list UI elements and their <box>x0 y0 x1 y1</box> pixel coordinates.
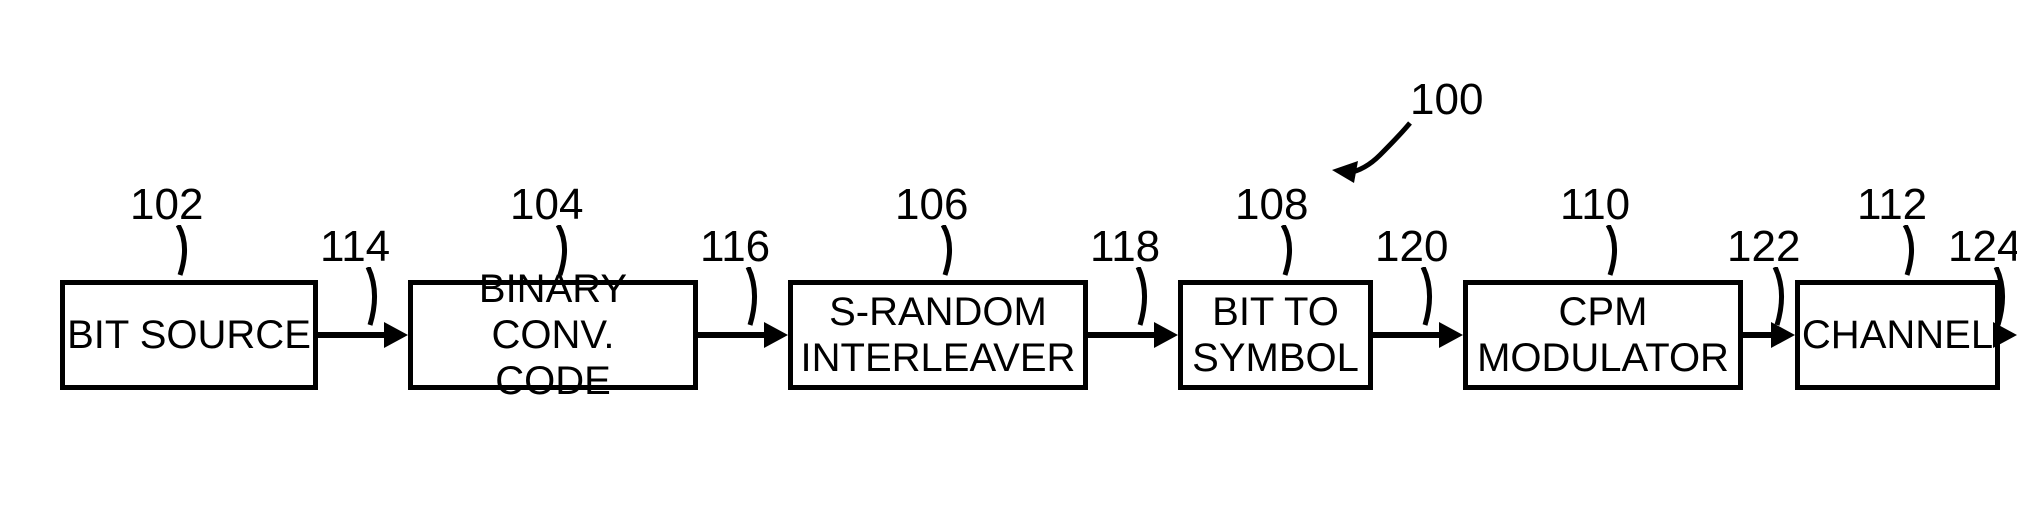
arrow-118 <box>1088 332 1154 338</box>
overall-ref-label: 100 <box>1410 75 1483 125</box>
ref-114: 114 <box>320 222 390 272</box>
block-label: S-RANDOM INTERLEAVER <box>801 289 1076 381</box>
ref-116: 116 <box>700 222 770 272</box>
block-label: CHANNEL <box>1802 312 1993 358</box>
ref-curve-118 <box>1120 267 1160 330</box>
arrow-120 <box>1373 332 1439 338</box>
overall-ref-pointer <box>1330 115 1420 185</box>
block-label: BINARY CONV. CODE <box>413 266 693 404</box>
ref-curve-106 <box>925 225 965 280</box>
ref-124: 124 <box>1948 222 2017 272</box>
ref-curve-102 <box>160 225 200 280</box>
ref-112: 112 <box>1857 180 1927 230</box>
ref-curve-124 <box>1978 267 2017 330</box>
block-s-random-interleaver: S-RANDOM INTERLEAVER <box>788 280 1088 390</box>
block-bit-to-symbol: BIT TO SYMBOL <box>1178 280 1373 390</box>
block-diagram: 100 BIT SOURCE 102 BINARY CONV. CODE 104… <box>0 0 2017 510</box>
block-binary-conv-code: BINARY CONV. CODE <box>408 280 698 390</box>
ref-104: 104 <box>510 180 583 230</box>
ref-curve-114 <box>350 267 390 330</box>
ref-122: 122 <box>1727 222 1800 272</box>
block-label: BIT TO SYMBOL <box>1192 289 1359 381</box>
ref-curve-112 <box>1887 225 1927 280</box>
ref-curve-110 <box>1590 225 1630 280</box>
block-cpm-modulator: CPM MODULATOR <box>1463 280 1743 390</box>
ref-curve-120 <box>1405 267 1445 330</box>
arrow-116 <box>698 332 764 338</box>
ref-110: 110 <box>1560 180 1630 230</box>
block-bit-source: BIT SOURCE <box>60 280 318 390</box>
block-channel: CHANNEL <box>1795 280 2000 390</box>
arrow-122 <box>1743 332 1771 338</box>
ref-118: 118 <box>1090 222 1160 272</box>
ref-curve-116 <box>730 267 770 330</box>
ref-102: 102 <box>130 180 203 230</box>
block-label: CPM MODULATOR <box>1477 289 1729 381</box>
block-label: BIT SOURCE <box>67 312 311 358</box>
ref-curve-108 <box>1265 225 1305 280</box>
ref-106: 106 <box>895 180 968 230</box>
ref-curve-122 <box>1757 267 1797 330</box>
arrow-114 <box>318 332 384 338</box>
ref-curve-104 <box>540 225 580 280</box>
ref-108: 108 <box>1235 180 1308 230</box>
ref-120: 120 <box>1375 222 1448 272</box>
